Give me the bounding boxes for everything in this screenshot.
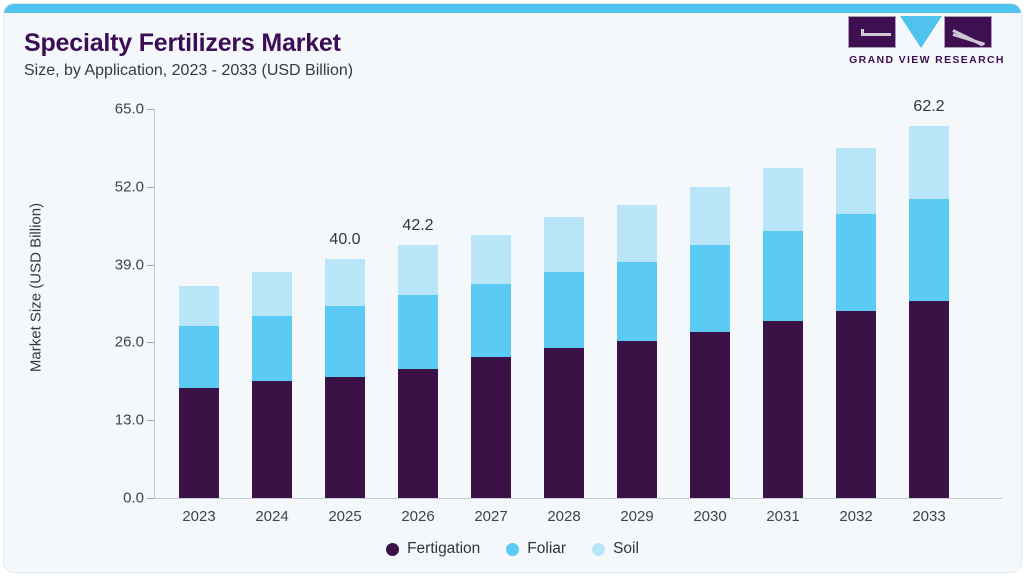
bar-segment-foliar-2033[interactable] (909, 199, 949, 301)
logo-left-vtick-icon (861, 29, 864, 36)
bar-segment-foliar-2028[interactable] (544, 272, 584, 348)
bar-segment-foliar-2031[interactable] (763, 231, 803, 322)
bar-2026[interactable] (398, 245, 438, 498)
bar-segment-fertigation-2027[interactable] (471, 357, 511, 498)
bar-segment-foliar-2024[interactable] (252, 316, 292, 382)
y-axis-tick-mark (147, 264, 154, 266)
bar-segment-foliar-2030[interactable] (690, 245, 730, 332)
y-axis-tick-mark (147, 420, 154, 422)
x-axis-tick-label-2028: 2028 (547, 508, 581, 525)
legend-item-foliar[interactable]: Foliar (506, 540, 566, 558)
x-axis-tick-label-2025: 2025 (328, 508, 362, 525)
bar-2033[interactable] (909, 125, 949, 498)
bar-segment-foliar-2026[interactable] (398, 294, 438, 370)
logo-marks (848, 16, 996, 50)
bar-segment-soil-2026[interactable] (398, 245, 438, 295)
bar-2023[interactable] (179, 286, 219, 498)
x-axis-tick-label-2026: 2026 (401, 508, 435, 525)
legend-swatch-soil-icon (592, 542, 606, 556)
bar-segment-fertigation-2031[interactable] (763, 321, 803, 498)
top-accent-bar (4, 4, 1021, 13)
bar-segment-soil-2030[interactable] (690, 187, 730, 246)
x-axis-tick-label-2030: 2030 (693, 508, 727, 525)
legend-item-fertigation[interactable]: Fertigation (386, 540, 480, 558)
grand-view-research-logo: GRAND VIEW RESEARCH (839, 16, 1005, 72)
bar-value-label-2025: 40.0 (329, 230, 361, 248)
y-axis-tick-label: 26.0 (114, 333, 144, 351)
logo-text: GRAND VIEW RESEARCH (849, 54, 1005, 66)
x-axis-tick-label-2032: 2032 (839, 508, 873, 525)
bar-segment-foliar-2029[interactable] (617, 261, 657, 341)
y-axis-tick-mark (147, 498, 154, 499)
bar-value-label-2033: 62.2 (913, 97, 945, 115)
y-axis-title: Market Size (USD Billion) (27, 202, 45, 373)
bar-2032[interactable] (836, 147, 876, 498)
bar-segment-soil-2024[interactable] (252, 272, 292, 317)
legend-swatch-foliar-icon (506, 542, 520, 556)
logo-triangle-icon (900, 16, 942, 48)
legend-swatch-fertigation-icon (386, 542, 400, 556)
bar-segment-fertigation-2023[interactable] (179, 387, 219, 498)
bar-segment-soil-2025[interactable] (325, 258, 365, 306)
x-axis-tick-label-2027: 2027 (474, 508, 508, 525)
chart-card: Specialty Fertilizers Market Size, by Ap… (4, 4, 1021, 572)
y-axis-tick-mark (147, 186, 154, 188)
bar-segment-soil-2029[interactable] (617, 204, 657, 262)
legend-label: Soil (613, 540, 639, 557)
legend-label: Foliar (527, 540, 567, 557)
bar-segment-soil-2033[interactable] (909, 125, 949, 200)
logo-left-hline-icon (861, 33, 891, 36)
bar-segment-soil-2027[interactable] (471, 234, 511, 284)
bar-2027[interactable] (471, 234, 511, 498)
legend-label: Fertigation (407, 540, 481, 557)
bar-segment-foliar-2025[interactable] (325, 305, 365, 377)
page-title: Specialty Fertilizers Market (24, 29, 341, 57)
y-axis-tick-label: 39.0 (114, 256, 144, 274)
bar-segment-fertigation-2024[interactable] (252, 381, 292, 498)
chart-plot-area: Market Size (USD Billion) 0.0 13.0 26.0 39.… (4, 4, 1021, 572)
bar-segment-foliar-2023[interactable] (179, 326, 219, 388)
logo-left-box-icon (848, 16, 896, 48)
x-axis-line (154, 498, 1002, 499)
bar-segment-soil-2032[interactable] (836, 147, 876, 214)
bar-segment-soil-2028[interactable] (544, 216, 584, 273)
bar-2031[interactable] (763, 168, 803, 498)
bar-segment-fertigation-2026[interactable] (398, 369, 438, 498)
bar-segment-fertigation-2029[interactable] (617, 340, 657, 498)
page-subtitle: Size, by Application, 2023 - 2033 (USD B… (24, 62, 354, 79)
x-axis-tick-label-2024: 2024 (255, 508, 289, 525)
y-axis-tick-label: 0.0 (123, 489, 144, 507)
x-axis-tick-label-2031: 2031 (766, 508, 800, 525)
bar-segment-fertigation-2025[interactable] (325, 376, 365, 498)
bar-segment-foliar-2032[interactable] (836, 213, 876, 311)
bar-segment-soil-2031[interactable] (763, 168, 803, 232)
y-axis-tick-label: 13.0 (114, 411, 144, 429)
legend-item-soil[interactable]: Soil (592, 540, 639, 558)
bar-2024[interactable] (252, 272, 292, 498)
x-axis-tick-label-2029: 2029 (620, 508, 654, 525)
y-axis-tick-mark (147, 109, 154, 110)
bar-2025[interactable] (325, 258, 365, 498)
bar-segment-soil-2023[interactable] (179, 286, 219, 327)
y-axis-tick-label: 52.0 (114, 178, 144, 196)
logo-right-box-icon (944, 16, 992, 48)
chart-header: Specialty Fertilizers Market Size, by Ap… (4, 13, 1021, 85)
bar-segment-fertigation-2032[interactable] (836, 310, 876, 498)
bar-segment-fertigation-2030[interactable] (690, 331, 730, 498)
bar-2030[interactable] (690, 187, 730, 498)
x-axis-tick-label-2033: 2033 (912, 508, 946, 525)
bar-segment-foliar-2027[interactable] (471, 283, 511, 358)
bar-2028[interactable] (544, 216, 584, 498)
bar-value-label-2026: 42.2 (402, 217, 434, 235)
y-axis-line (154, 109, 155, 498)
chart-legend: Fertigation Foliar Soil (4, 540, 1021, 558)
bar-segment-fertigation-2033[interactable] (909, 300, 949, 498)
y-axis-tick-mark (147, 342, 154, 344)
x-axis-tick-label-2023: 2023 (182, 508, 216, 525)
bar-2029[interactable] (617, 204, 657, 498)
bar-segment-fertigation-2028[interactable] (544, 347, 584, 498)
y-axis-tick-label: 65.0 (114, 100, 144, 118)
